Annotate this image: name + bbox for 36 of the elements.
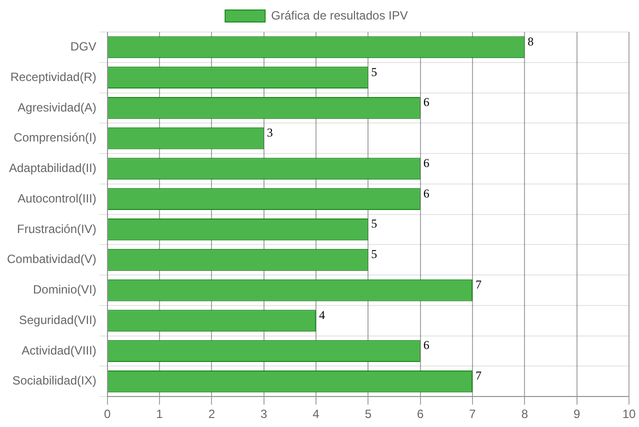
x-tick-label: 1 (156, 407, 164, 422)
x-tick-label: 8 (521, 407, 528, 422)
x-tick-label: 7 (469, 407, 476, 422)
y-tick-label: Sociabilidad(IX) (12, 374, 96, 388)
data-label: 7 (476, 368, 482, 383)
data-label: 4 (319, 308, 326, 322)
data-label: 7 (476, 277, 482, 292)
y-tick-label: DGV (70, 40, 96, 54)
y-tick-label: Combatividad(V) (6, 252, 96, 266)
x-tick-label: 5 (364, 407, 372, 422)
data-label: 6 (423, 156, 430, 170)
y-tick-label: Agresividad(A) (18, 100, 96, 114)
data-label: 3 (266, 126, 273, 140)
y-tick-label: Receptividad(R) (10, 70, 96, 84)
data-label: 5 (371, 216, 378, 231)
x-tick-label: 4 (312, 407, 320, 422)
y-tick-label: Autocontrol(III) (18, 191, 96, 206)
x-tick-label: 2 (208, 407, 216, 422)
x-tick-label: 10 (622, 407, 636, 422)
data-label: 5 (371, 247, 378, 262)
y-tick-label: Frustración(IV) (17, 222, 96, 236)
y-tick-label: Actividad(VIII) (22, 343, 96, 358)
x-tick-label: 0 (104, 407, 112, 422)
data-label: 6 (423, 95, 430, 110)
x-tick-label: 9 (573, 407, 580, 422)
x-tick-label: 3 (260, 407, 268, 422)
y-tick-label: Dominio(VI) (33, 282, 96, 297)
data-label: 5 (371, 64, 378, 79)
y-tick-label: Comprensión(I) (14, 130, 96, 145)
y-tick-label: Seguridad(VII) (18, 312, 96, 327)
legend-label: Gráfica de resultados IPV (271, 8, 408, 22)
data-label: 8 (528, 34, 534, 48)
x-tick-label: 6 (417, 407, 424, 422)
data-label: 6 (423, 186, 430, 200)
y-tick-label: Adaptabilidad(II) (8, 161, 96, 176)
data-label: 6 (423, 338, 430, 352)
